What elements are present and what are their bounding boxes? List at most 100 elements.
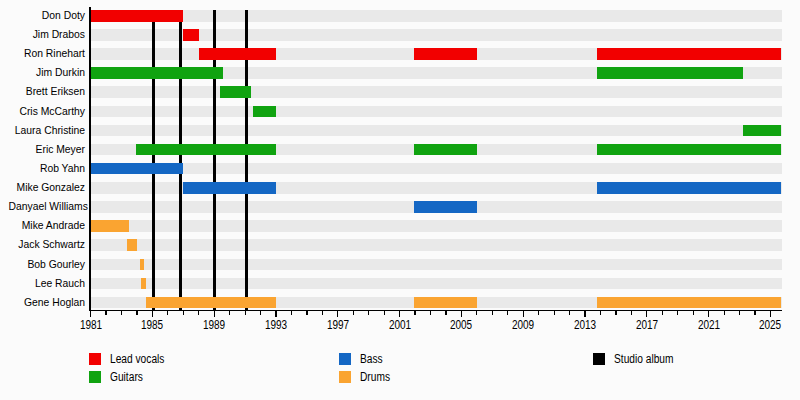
member-label: Cris McCarthy <box>9 104 86 119</box>
tick-label: 2001 <box>388 318 410 332</box>
y-axis-line <box>89 7 91 310</box>
minor-tick <box>260 311 261 315</box>
member-label: Jim Durkin <box>9 65 86 80</box>
row-stripe <box>91 278 782 290</box>
tick-label: 1989 <box>203 318 225 332</box>
member-label: Mike Gonzalez <box>9 180 86 195</box>
minor-tick <box>538 311 539 315</box>
timeline-bar <box>743 125 781 137</box>
minor-tick <box>724 311 725 315</box>
major-tick <box>708 311 709 317</box>
legend-swatch-drums <box>339 371 351 383</box>
legend-swatch-lead-vocals <box>89 353 101 365</box>
member-label: Brett Eriksen <box>9 84 86 99</box>
major-tick <box>646 311 647 317</box>
tick-label: 1993 <box>265 318 287 332</box>
legend-swatch-album <box>593 353 605 365</box>
minor-tick <box>445 311 446 315</box>
tick-label: 2021 <box>697 318 719 332</box>
row-stripe <box>91 259 782 271</box>
major-tick <box>770 311 771 317</box>
timeline-bar <box>127 239 137 251</box>
timeline-bar <box>597 67 744 79</box>
minor-tick <box>198 311 199 315</box>
member-label: Don Doty <box>9 8 86 23</box>
member-label: Lee Rauch <box>9 276 86 291</box>
major-tick <box>90 311 91 317</box>
tick-label: 2017 <box>636 318 658 332</box>
timeline-bar <box>597 144 782 156</box>
minor-tick <box>105 311 106 315</box>
minor-tick <box>167 311 168 315</box>
minor-tick <box>368 311 369 315</box>
minor-tick <box>569 311 570 315</box>
minor-tick <box>615 311 616 315</box>
row-stripe <box>91 220 782 232</box>
minor-tick <box>631 311 632 315</box>
minor-tick <box>229 311 230 315</box>
tick-label: 1985 <box>141 318 163 332</box>
legend-label-bass: Bass <box>360 352 383 366</box>
minor-tick <box>136 311 137 315</box>
timeline-bar <box>414 48 477 60</box>
timeline-bar <box>597 297 782 309</box>
minor-tick <box>384 311 385 315</box>
minor-tick <box>183 311 184 315</box>
minor-tick <box>739 311 740 315</box>
minor-tick <box>322 311 323 315</box>
member-label: Bob Gourley <box>9 257 86 272</box>
row-stripe <box>91 86 782 98</box>
timeline-bar <box>199 48 275 60</box>
minor-tick <box>121 311 122 315</box>
tick-label: 1997 <box>327 318 349 332</box>
timeline-bar <box>183 29 199 41</box>
minor-tick <box>693 311 694 315</box>
minor-tick <box>662 311 663 315</box>
major-tick <box>584 311 585 317</box>
timeline-bar <box>146 297 276 309</box>
timeline-bar <box>91 163 184 175</box>
row-stripe <box>91 10 782 22</box>
legend-label-album: Studio album <box>614 352 674 366</box>
timeline-bar <box>414 201 477 213</box>
major-tick <box>152 311 153 317</box>
tick-label: 2005 <box>450 318 472 332</box>
minor-tick <box>291 311 292 315</box>
major-tick <box>214 311 215 317</box>
member-label: Eric Meyer <box>9 142 86 157</box>
band-timeline-chart: Don Doty Jim Drabos Ron Rinehart Jim Durkin… <box>0 0 800 400</box>
row-stripe <box>91 106 782 118</box>
legend-label-guitars: Guitars <box>110 370 143 384</box>
timeline-bar <box>140 259 144 271</box>
member-label: Ron Rinehart <box>9 46 86 61</box>
row-stripe <box>91 239 782 251</box>
timeline-bar <box>91 67 223 79</box>
minor-tick <box>306 311 307 315</box>
legend-swatch-bass <box>339 353 351 365</box>
member-label: Danyael Williams <box>9 199 86 214</box>
minor-tick <box>414 311 415 315</box>
tick-label: 2009 <box>512 318 534 332</box>
timeline-bar <box>91 220 130 232</box>
major-tick <box>461 311 462 317</box>
minor-tick <box>430 311 431 315</box>
member-label: Mike Andrade <box>9 218 86 233</box>
legend-swatch-guitars <box>89 371 101 383</box>
timeline-bar <box>414 144 477 156</box>
minor-tick <box>600 311 601 315</box>
row-stripe <box>91 125 782 137</box>
tick-label: 2013 <box>574 318 596 332</box>
major-tick <box>399 311 400 317</box>
major-tick <box>275 311 276 317</box>
major-tick <box>523 311 524 317</box>
member-label: Jim Drabos <box>9 27 86 42</box>
studio-album-line <box>152 10 155 310</box>
minor-tick <box>507 311 508 315</box>
timeline-bar <box>597 182 782 194</box>
minor-tick <box>353 311 354 315</box>
timeline-bar <box>136 144 276 156</box>
member-label: Rob Yahn <box>9 161 86 176</box>
member-label: Jack Schwartz <box>9 237 86 252</box>
minor-tick <box>476 311 477 315</box>
member-label: Laura Christine <box>9 123 86 138</box>
